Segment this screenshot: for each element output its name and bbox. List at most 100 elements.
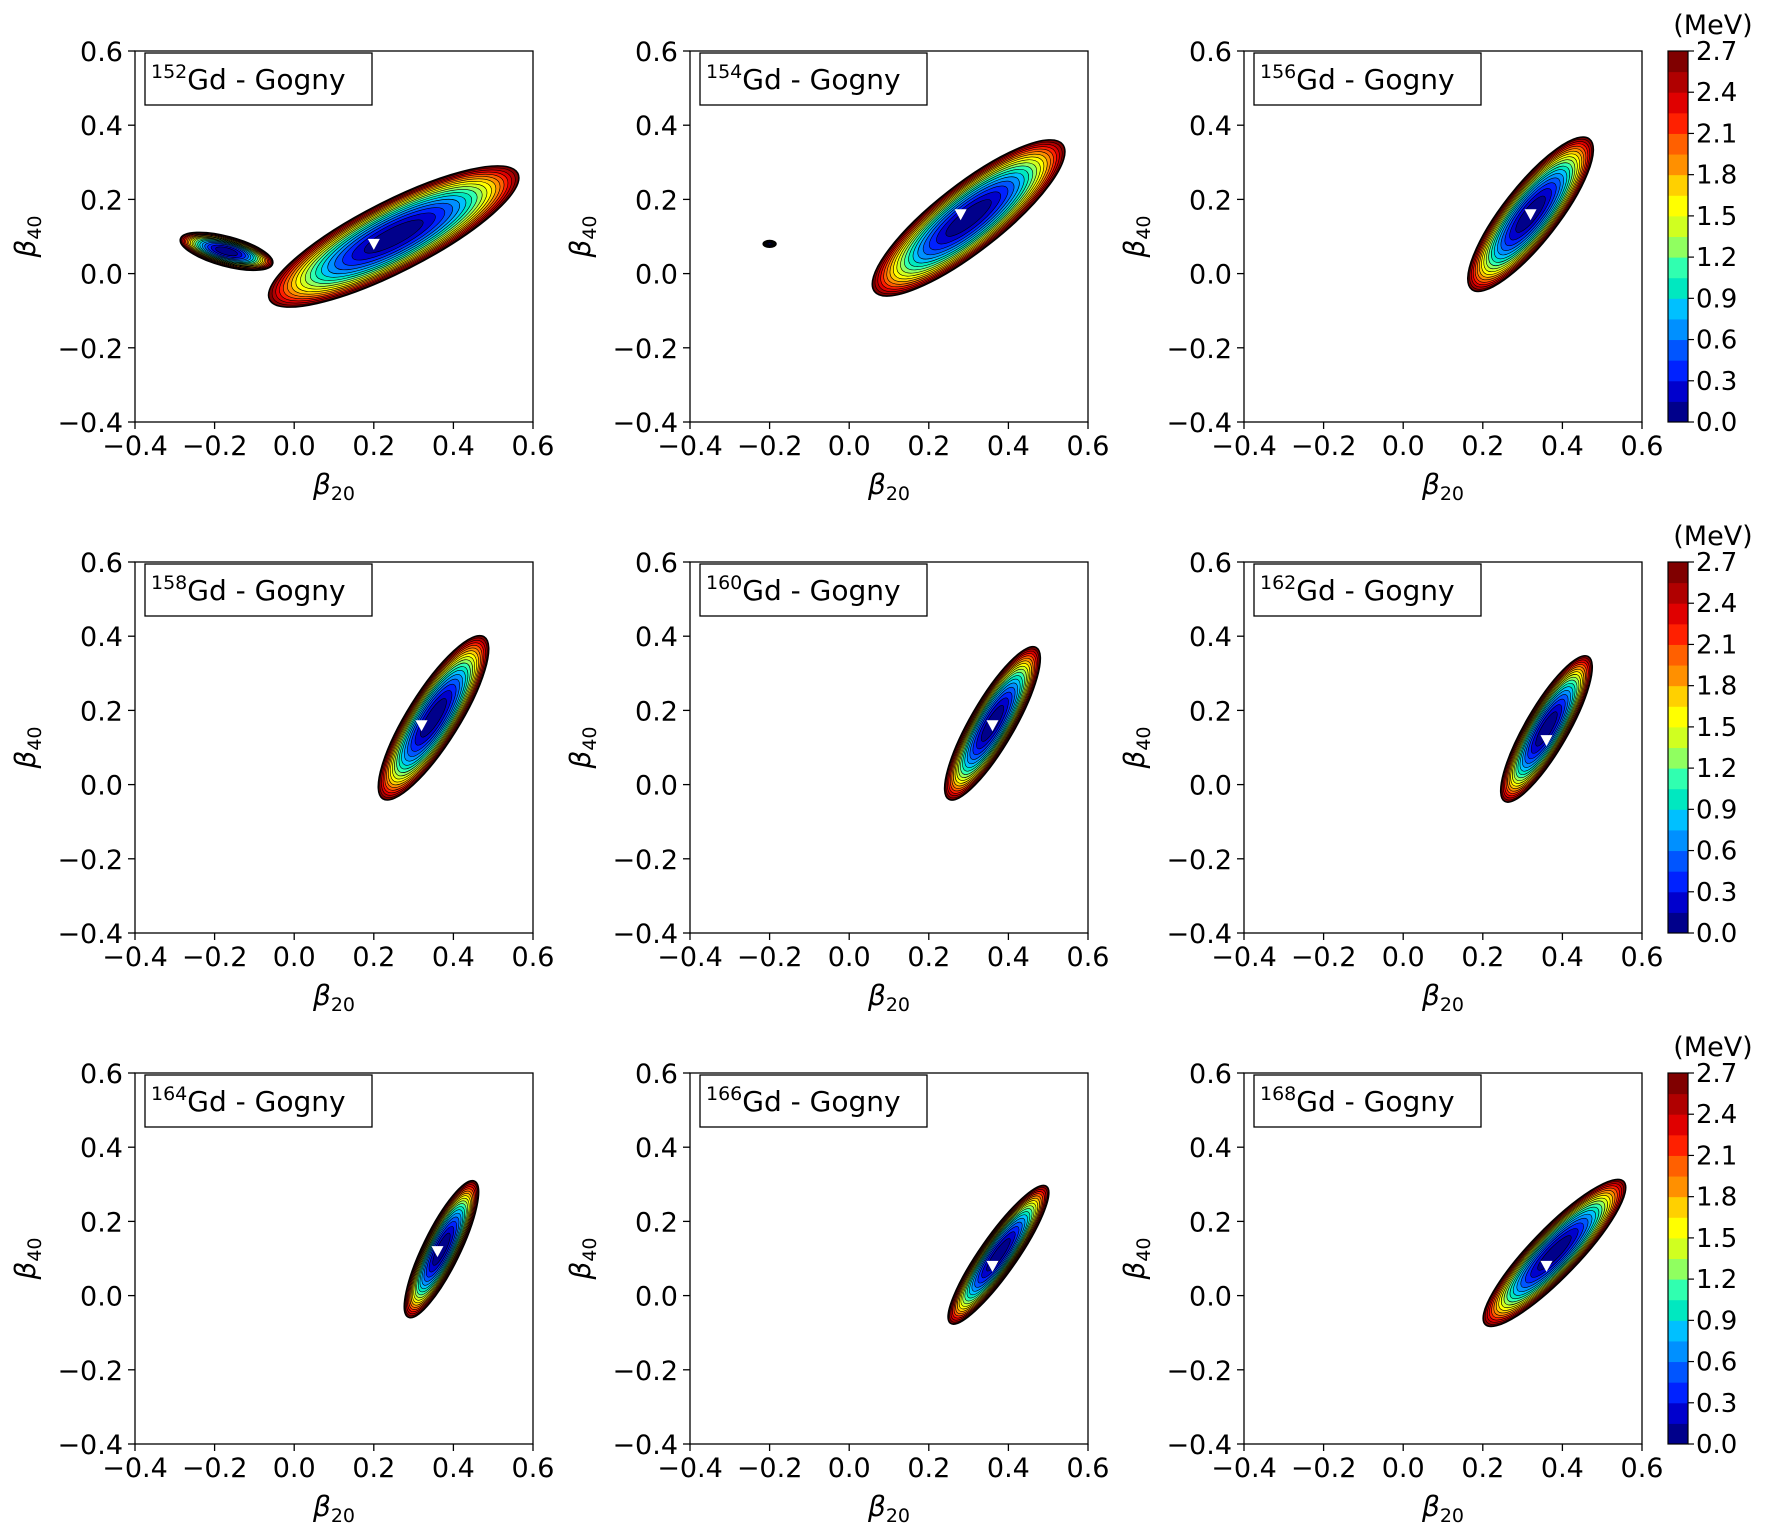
colorbar-tick-label: 0.0 — [1696, 1430, 1737, 1460]
x-axis-label: β20 — [312, 1490, 355, 1527]
secondary-well-level-0 — [215, 246, 238, 257]
colorbar-swatch — [1668, 195, 1688, 217]
plot-area — [1244, 51, 1642, 422]
plot-area — [135, 562, 533, 933]
minimum-marker — [1540, 1260, 1553, 1272]
y-tick-label: 0.2 — [635, 1207, 678, 1238]
main-well-level-0 — [420, 698, 447, 738]
colorbar-swatch — [1668, 788, 1688, 810]
colorbar-tick-label: 0.6 — [1696, 1348, 1737, 1378]
x-tick-label: 0.0 — [1382, 431, 1425, 462]
y-tick-label: 0.4 — [1189, 111, 1232, 142]
colorbar-unit: (MeV) — [1673, 521, 1752, 552]
minimum-marker — [986, 1260, 999, 1272]
y-tick-label: −0.4 — [612, 1430, 678, 1461]
x-tick-label: −0.4 — [102, 1453, 168, 1484]
colorbar-tick-label: 2.1 — [1696, 1141, 1737, 1171]
y-tick-label: 0.2 — [1189, 696, 1232, 727]
x-tick-label: −0.4 — [657, 942, 723, 973]
x-tick-label: 0.2 — [1461, 942, 1504, 973]
colorbar-tick-label: 2.7 — [1696, 37, 1737, 67]
colorbar-swatch — [1668, 298, 1688, 320]
nucleus-label-box — [144, 1074, 373, 1128]
plot-area — [690, 562, 1088, 933]
nucleus-label: 152Gd - Gogny — [151, 61, 346, 96]
colorbar-swatch — [1668, 1155, 1688, 1177]
colorbar-swatch — [1668, 51, 1688, 73]
plot-frame — [689, 1072, 1089, 1445]
main-well-level-0 — [363, 219, 424, 254]
colorbar-swatch — [1668, 1196, 1688, 1218]
colorbar-tick-label: 1.8 — [1696, 1183, 1737, 1213]
nucleus-label: 162Gd - Gogny — [1260, 572, 1455, 607]
colorbar-swatch — [1668, 850, 1688, 872]
x-tick-label: 0.4 — [987, 431, 1030, 462]
colorbar-swatch — [1668, 92, 1688, 114]
y-tick-label: −0.2 — [612, 1356, 678, 1387]
colorbar-tick-label: 1.2 — [1696, 243, 1737, 273]
colorbar-unit: (MeV) — [1673, 1032, 1752, 1063]
y-tick-label: −0.2 — [57, 845, 123, 876]
colorbar-swatch — [1668, 912, 1688, 934]
colorbar-swatch — [1668, 401, 1688, 423]
colorbar-tick-label: 2.1 — [1696, 630, 1737, 660]
y-tick-label: 0.6 — [635, 37, 678, 68]
x-tick-label: −0.2 — [737, 431, 803, 462]
y-tick-label: 0.4 — [635, 622, 678, 653]
x-tick-label: 0.0 — [828, 942, 871, 973]
x-axis-label: β20 — [1421, 468, 1464, 505]
y-tick-label: −0.4 — [57, 1430, 123, 1461]
colorbar-tick-label: 0.0 — [1696, 408, 1737, 438]
y-axis-label: β40 — [1118, 726, 1155, 769]
colorbar-swatch — [1668, 154, 1688, 176]
y-tick-label: 0.2 — [1189, 1207, 1232, 1238]
x-tick-label: −0.4 — [1211, 1453, 1277, 1484]
contour-group — [377, 634, 490, 801]
y-tick-label: −0.2 — [1166, 1356, 1232, 1387]
colorbar-swatch — [1668, 71, 1688, 93]
y-tick-label: −0.4 — [1166, 1430, 1232, 1461]
y-tick-label: −0.2 — [612, 334, 678, 365]
x-tick-label: 0.6 — [512, 1453, 555, 1484]
x-tick-label: −0.2 — [1291, 1453, 1357, 1484]
nucleus-label-box — [699, 563, 928, 617]
colorbar-row-2: 2.7 2.4 2.1 1.8 1.5 1.2 0.9 0.6 0.3 0.0 (MeV) — [1667, 521, 1753, 949]
minimum-marker — [954, 209, 967, 221]
colorbar-swatch — [1668, 1237, 1688, 1259]
colorbar-frame — [1667, 561, 1689, 934]
x-tick-label: 0.4 — [1541, 942, 1584, 973]
nucleus-label: 166Gd - Gogny — [706, 1083, 901, 1118]
y-tick-label: 0.6 — [635, 1059, 678, 1090]
x-tick-label: 0.6 — [1621, 942, 1664, 973]
x-tick-label: 0.0 — [273, 942, 316, 973]
colorbar-swatch — [1668, 829, 1688, 852]
colorbar-swatch — [1668, 644, 1688, 666]
y-tick-label: 0.4 — [1189, 622, 1232, 653]
y-tick-label: −0.2 — [1166, 334, 1232, 365]
colorbar-swatch — [1668, 215, 1688, 237]
x-tick-label: 0.2 — [907, 431, 950, 462]
x-tick-label: 0.6 — [1067, 942, 1110, 973]
colorbar-frame — [1667, 50, 1689, 423]
colorbar-tick-label: 2.1 — [1696, 119, 1737, 149]
y-axis-label: β40 — [9, 1237, 46, 1280]
colorbar-swatch — [1668, 706, 1688, 728]
colorbar-frame — [1667, 1072, 1689, 1445]
minimum-marker — [1524, 209, 1537, 221]
contour-group — [179, 165, 520, 308]
y-tick-label: 0.6 — [80, 1059, 123, 1090]
colorbar-swatch — [1668, 1402, 1688, 1424]
colorbar-tick-label: 2.7 — [1696, 548, 1737, 578]
y-tick-label: 0.6 — [80, 37, 123, 68]
x-tick-label: −0.4 — [1211, 431, 1277, 462]
y-tick-label: −0.2 — [612, 845, 678, 876]
y-tick-label: −0.4 — [612, 408, 678, 439]
x-tick-label: 0.2 — [352, 1453, 395, 1484]
x-tick-label: −0.4 — [102, 942, 168, 973]
colorbar-tick-label: 0.9 — [1696, 1306, 1737, 1336]
colorbar-tick-label: 1.2 — [1696, 1265, 1737, 1295]
x-tick-label: −0.4 — [1211, 942, 1277, 973]
y-tick-label: −0.4 — [57, 919, 123, 950]
contour-group — [1482, 1178, 1627, 1328]
y-tick-label: −0.4 — [57, 408, 123, 439]
